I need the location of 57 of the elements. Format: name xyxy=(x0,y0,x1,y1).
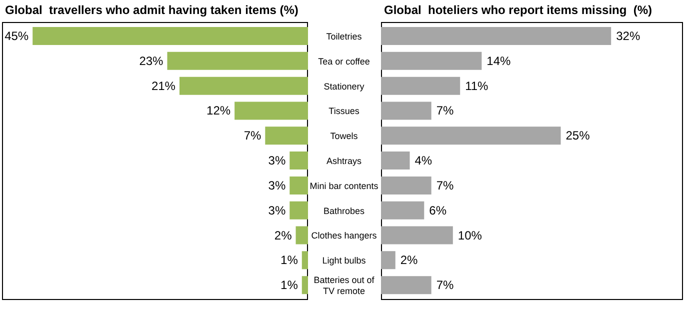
data-label: 2% xyxy=(400,253,418,268)
bar xyxy=(32,27,308,45)
bar xyxy=(290,176,308,194)
y-tick-label: Clothes hangers xyxy=(311,230,378,241)
data-label: 4% xyxy=(414,154,432,168)
bar xyxy=(381,201,424,220)
bar xyxy=(381,52,482,70)
y-tick-label: Toiletries xyxy=(326,31,362,42)
data-label: 3% xyxy=(268,203,286,218)
bar xyxy=(381,152,410,170)
data-label: 7% xyxy=(244,128,262,143)
data-label: 10% xyxy=(458,228,482,242)
bar xyxy=(234,102,308,120)
y-tick-label: Mini bar contents xyxy=(310,180,379,191)
data-label: 7% xyxy=(436,104,454,118)
bar xyxy=(302,251,308,270)
y-tick-label: Light bulbs xyxy=(322,256,366,266)
bar xyxy=(381,226,453,244)
data-label: 1% xyxy=(280,278,298,292)
data-label: 3% xyxy=(268,154,286,168)
data-label: 14% xyxy=(486,54,512,68)
bar xyxy=(167,52,308,70)
bar xyxy=(290,201,308,220)
data-label: 1% xyxy=(280,253,298,268)
data-label: 23% xyxy=(139,54,164,68)
chart-title: Global travellers who admit having taken items (%) xyxy=(5,3,298,17)
data-label: 11% xyxy=(465,78,489,93)
chart-title: Global hoteliers who report items missing (%) xyxy=(384,3,652,17)
y-tick-label: Batteries out of TV remote xyxy=(314,275,375,296)
data-label: 25% xyxy=(566,128,590,143)
bar xyxy=(296,226,308,244)
bar xyxy=(381,102,432,120)
bar xyxy=(302,276,308,294)
data-label: 7% xyxy=(436,178,454,192)
data-label: 21% xyxy=(151,78,176,93)
data-label: 2% xyxy=(274,228,292,242)
bar xyxy=(381,276,432,294)
data-label: 12% xyxy=(206,104,231,118)
data-label: 45% xyxy=(4,29,29,43)
data-label: 7% xyxy=(436,278,454,292)
data-label: 32% xyxy=(616,29,640,43)
y-tick-label: Bathrobes xyxy=(323,206,366,216)
bar xyxy=(381,27,612,45)
y-tick-label: Stationery xyxy=(324,81,365,92)
bar xyxy=(179,76,308,95)
bar xyxy=(265,126,308,145)
data-label: 6% xyxy=(429,203,447,218)
bar xyxy=(381,251,396,270)
data-label: 3% xyxy=(268,178,286,192)
y-tick-label: Ashtrays xyxy=(326,156,362,166)
bar xyxy=(290,152,308,170)
y-tick-label: Tissues xyxy=(328,106,360,116)
bar xyxy=(381,126,561,145)
bar xyxy=(381,176,432,194)
y-tick-label: Towels xyxy=(330,131,358,142)
y-tick-label: Tea or coffee xyxy=(318,56,370,66)
bar xyxy=(381,76,460,95)
